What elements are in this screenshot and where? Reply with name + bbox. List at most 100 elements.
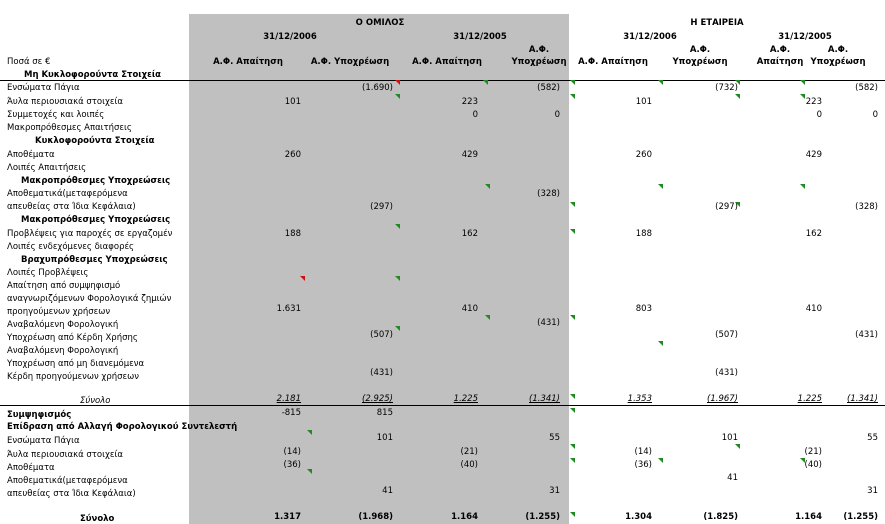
row-divider [0,405,885,406]
cell-total-col6: (1.967) [707,394,738,404]
error-marker-icon [483,80,488,85]
cell-inventories-col7: 429 [805,150,822,160]
error-marker-icon [570,408,575,413]
row-label-intangible-2: Άυλα περιουσιακά στοιχεία [7,450,123,460]
company-date-2005: 31/12/2005 [778,32,832,42]
cell-offset-col2: 815 [376,408,393,418]
error-marker-icon [658,184,663,189]
cell-employee-provisions-col7: 162 [805,229,822,239]
error-marker-icon [735,94,740,99]
error-marker-icon [395,94,400,99]
cell-inventories-col5: 260 [635,150,652,160]
cell-tangible-2-col8: 55 [867,433,878,443]
cell-tangible-2-col2: 101 [376,433,393,443]
cell-employee-provisions-col3: 162 [461,229,478,239]
row-label-reserves2-1: Αποθεματικά(μεταφερόμενα [7,476,128,486]
cell-inventories-2-col7: (40) [804,460,822,470]
cell-grand-total-col7: 1.164 [795,512,822,522]
cell-reserves-b-col2: (297) [370,202,393,212]
cell-grand-total-col4: (1.255) [525,512,560,522]
comment-marker-icon [300,276,305,281]
cell-inventories-2-col5: (36) [634,460,652,470]
row-label-profit-liab-1: Υποχρέωση από Κέρδη Χρήσης [7,333,138,343]
col-header-liab: Α.Φ. Υποχρέωση [310,57,390,67]
error-marker-icon [570,315,575,320]
cell-intangible-2-col5: (14) [634,447,652,457]
cell-reserves2-b-col4: 31 [549,486,560,496]
row-label-employee-provisions: Προβλέψεις για παροχές σε εργαζομέν [7,229,173,239]
error-marker-icon [395,224,400,229]
row-label-inventories-2: Αποθέματα [7,463,55,473]
cell-employee-provisions-col5: 188 [635,229,652,239]
row-label-contingent: Λοιπές ενδεχόμενες διαφορές [7,242,135,252]
error-marker-icon [307,430,312,435]
error-marker-icon [395,326,400,331]
col-header-liab-l2: Υποχρέωση [511,57,567,67]
row-label-tax-loss-1: Απαίτηση από συμψηφισμό [7,281,121,291]
row-label-tangible: Ενσώματα Πάγια [7,83,80,93]
error-marker-icon [800,94,805,99]
row-label-reserves-2: απευθείας στα Ίδια Κεφάλαια) [7,202,136,212]
col-header-asset: Α.Φ. Απαίτηση [213,57,283,67]
error-marker-icon [800,80,805,85]
cell-tangible-2-col6: 101 [721,433,738,443]
cell-reserves2-b-col8: 31 [867,486,878,496]
row-label-undistributed-1: Υποχρέωση από μη διανεμόμενα [7,359,145,369]
cell-grand-total-col5: 1.304 [625,512,652,522]
cell-reserves2-b-col2: 41 [382,486,393,496]
error-marker-icon [658,341,663,346]
company-date-2006: 31/12/2006 [623,32,677,42]
cell-deferred-tax-col4: (431) [537,318,560,328]
error-marker-icon [658,458,663,463]
row-label-total: Σύνολο [80,396,111,406]
col-header-liab-l1: Α.Φ. [528,45,550,55]
row-label-current-assets: Κυκλοφορούντα Στοιχεία [35,136,155,146]
row-label-st-liabilities: Βραχυπρόθεσμες Υποχρεώσεις [21,255,168,265]
row-label-reserves2-2: απευθείας στα Ίδια Κεφάλαια) [7,489,136,499]
error-marker-icon [735,444,740,449]
comment-marker-icon [395,80,400,85]
cell-undistributed-col6: (431) [715,368,738,378]
cell-tangible-col8: (582) [855,83,878,93]
cell-profit-liab-col6: (507) [715,330,738,340]
col-header-asset: Α.Φ. Απαίτηση [412,57,482,67]
cell-tax-loss-c-col5: 803 [635,304,652,314]
error-marker-icon [570,94,575,99]
col-header-liab-l1: Α.Φ. [827,45,849,55]
error-marker-icon [735,80,740,85]
cell-total-col2: (2.925) [362,394,393,404]
cell-total-col7: 1.225 [797,394,822,404]
company-title: Η ΕΤΑΙΡΕΙΑ [690,18,744,28]
cell-undistributed-col2: (431) [370,368,393,378]
cell-profit-liab-col2: (507) [370,330,393,340]
cell-inventories-2-col1: (36) [283,460,301,470]
row-label-rate-change: Επίδραση από Αλλαγή Φορολογικού Συντελεσ… [7,422,238,432]
cell-employee-provisions-col1: 188 [284,229,301,239]
error-marker-icon [485,315,490,320]
cell-reserves-b-col8: (328) [855,202,878,212]
cell-total-col3: 1.225 [453,394,478,404]
row-label-other-provisions: Λοιπές Προβλέψεις [7,268,89,278]
cell-inventories-2-col3: (40) [460,460,478,470]
cell-grand-total-col6: (1.825) [703,512,738,522]
cell-tangible-col2: (1.690) [362,83,393,93]
cell-intangible-col5: 101 [635,97,652,107]
cell-tangible-col4: (582) [537,83,560,93]
row-label-tax-loss-3: προηγούμενων χρήσεων [7,307,111,317]
row-label-other-receivables: Λοιπές Απαιτήσεις [7,163,87,173]
row-label-intangible: Άυλα περιουσιακά στοιχεία [7,97,123,107]
col-header-liab-l2: Υποχρέωση [672,57,728,67]
cell-inventories-col3: 429 [461,150,478,160]
col-header-asset-l1: Α.Φ. [769,45,791,55]
cell-grand-total-col3: 1.164 [451,512,478,522]
cell-intangible-2-col7: (21) [804,447,822,457]
error-marker-icon [570,229,575,234]
error-marker-icon [800,458,805,463]
group-date-2006: 31/12/2006 [263,32,317,42]
cell-intangible-col7: 223 [805,97,822,107]
cell-intangible-2-col3: (21) [460,447,478,457]
row-label-inventories: Αποθέματα [7,150,55,160]
row-label-profit-liab-2: Αναβαλόμενη Φορολογική [7,346,119,356]
row-label-participations: Συμμετοχές και λοιπές [7,110,105,120]
cell-tangible-2-col4: 55 [549,433,560,443]
